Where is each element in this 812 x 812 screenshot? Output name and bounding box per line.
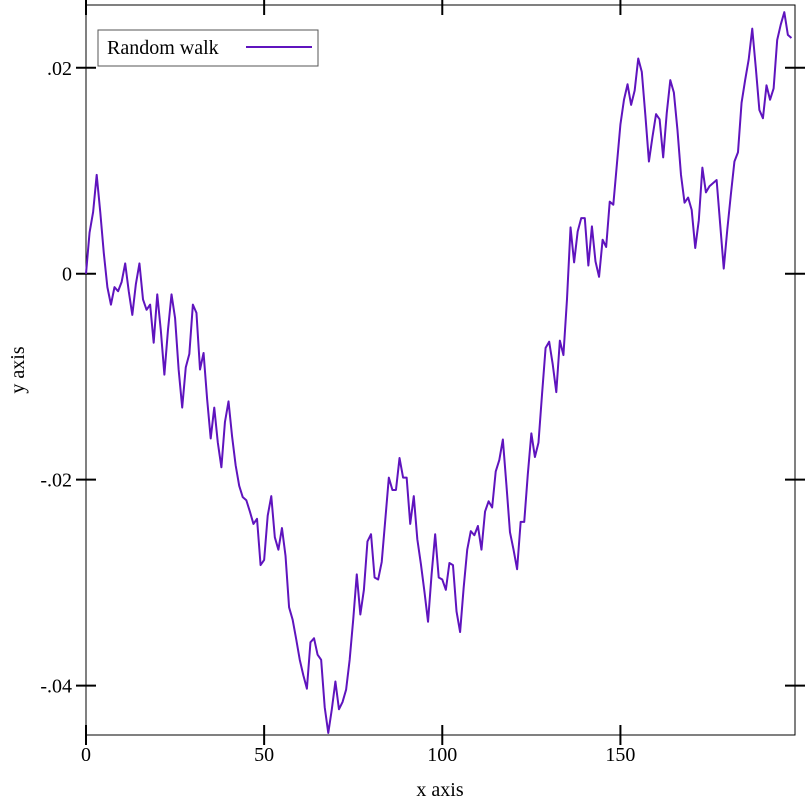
x-tick-label: 150 — [605, 744, 635, 766]
line-series — [85, 11, 793, 734]
y-axis-label: y axis — [7, 346, 29, 393]
y-tick-label: .02 — [47, 58, 72, 80]
plot-frame — [85, 4, 796, 736]
y-tick-label: 0 — [62, 264, 72, 286]
y-tick-label: -.02 — [40, 470, 72, 492]
legend-box — [97, 29, 319, 67]
y-tick-label: -.04 — [40, 676, 72, 698]
legend-label: Random walk — [107, 37, 219, 59]
x-tick-label: 50 — [254, 744, 274, 766]
x-tick-label: 100 — [427, 744, 457, 766]
x-axis-label: x axis — [416, 779, 463, 801]
x-tick-label: 0 — [81, 744, 91, 766]
